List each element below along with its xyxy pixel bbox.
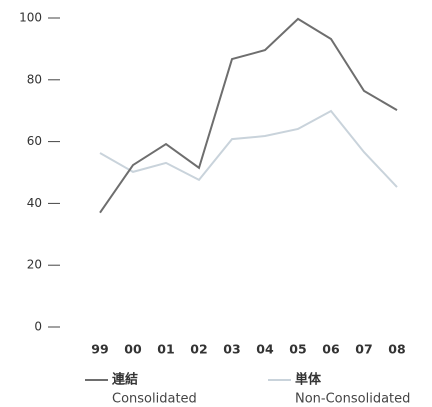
- y-tick-label: 0: [34, 320, 42, 334]
- x-tick-label: 00: [124, 342, 142, 357]
- x-tick-label: 02: [190, 342, 207, 357]
- y-tick-label: 60: [27, 134, 42, 148]
- y-tick-label: 80: [27, 72, 42, 86]
- x-tick-label: 03: [223, 342, 240, 357]
- x-tick-label: 99: [91, 342, 108, 357]
- y-tick-label: 100: [19, 11, 42, 25]
- legend-sublabel: Consolidated: [112, 392, 197, 407]
- x-tick-label: 05: [289, 342, 306, 357]
- series-line: [99, 109, 398, 188]
- series-line: [99, 17, 398, 214]
- x-tick-label: 04: [256, 342, 274, 357]
- x-tick-label: 08: [388, 342, 405, 357]
- legend-sublabel: Non-Consolidated: [295, 392, 410, 407]
- x-tick-label: 01: [157, 342, 174, 357]
- x-tick-label: 07: [355, 342, 372, 357]
- y-tick-label: 40: [27, 196, 42, 210]
- x-tick-label: 06: [322, 342, 340, 357]
- legend-label: 連結: [112, 372, 138, 388]
- legend-label: 単体: [295, 372, 322, 388]
- y-tick-label: 20: [27, 258, 42, 272]
